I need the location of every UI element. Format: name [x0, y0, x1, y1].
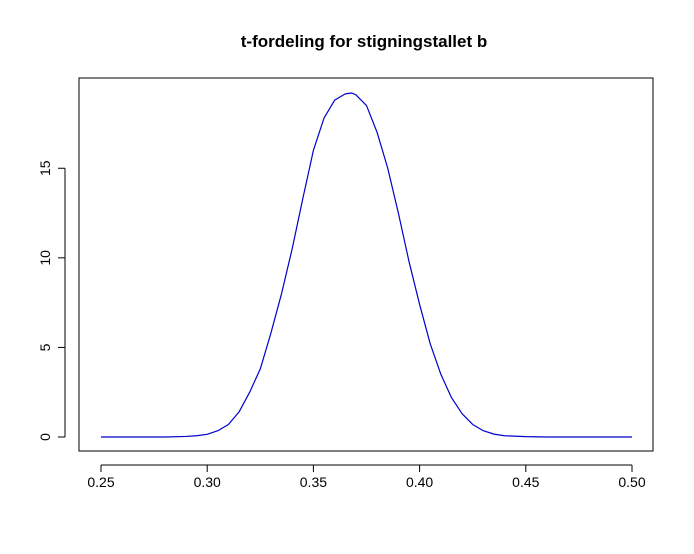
- x-axis: 0.25 0.30 0.35 0.40 0.45 0.50: [87, 464, 646, 490]
- y-tick-label: 10: [37, 250, 53, 266]
- chart-title: t-fordeling for stigningstallet b: [241, 32, 487, 51]
- x-tick-label: 0.25: [87, 474, 114, 490]
- y-axis: 0 5 10 15: [37, 160, 66, 441]
- plot-area-border: [78, 77, 654, 452]
- y-tick-label: 5: [37, 343, 53, 351]
- y-tick-label: 0: [37, 433, 53, 441]
- density-curve: [101, 92, 632, 438]
- x-tick-label: 0.40: [406, 474, 433, 490]
- x-tick-label: 0.30: [194, 474, 221, 490]
- series-group: [101, 92, 632, 438]
- y-tick-label: 15: [37, 160, 53, 176]
- x-tick-label: 0.35: [300, 474, 327, 490]
- x-tick-label: 0.45: [512, 474, 539, 490]
- x-tick-label: 0.50: [618, 474, 645, 490]
